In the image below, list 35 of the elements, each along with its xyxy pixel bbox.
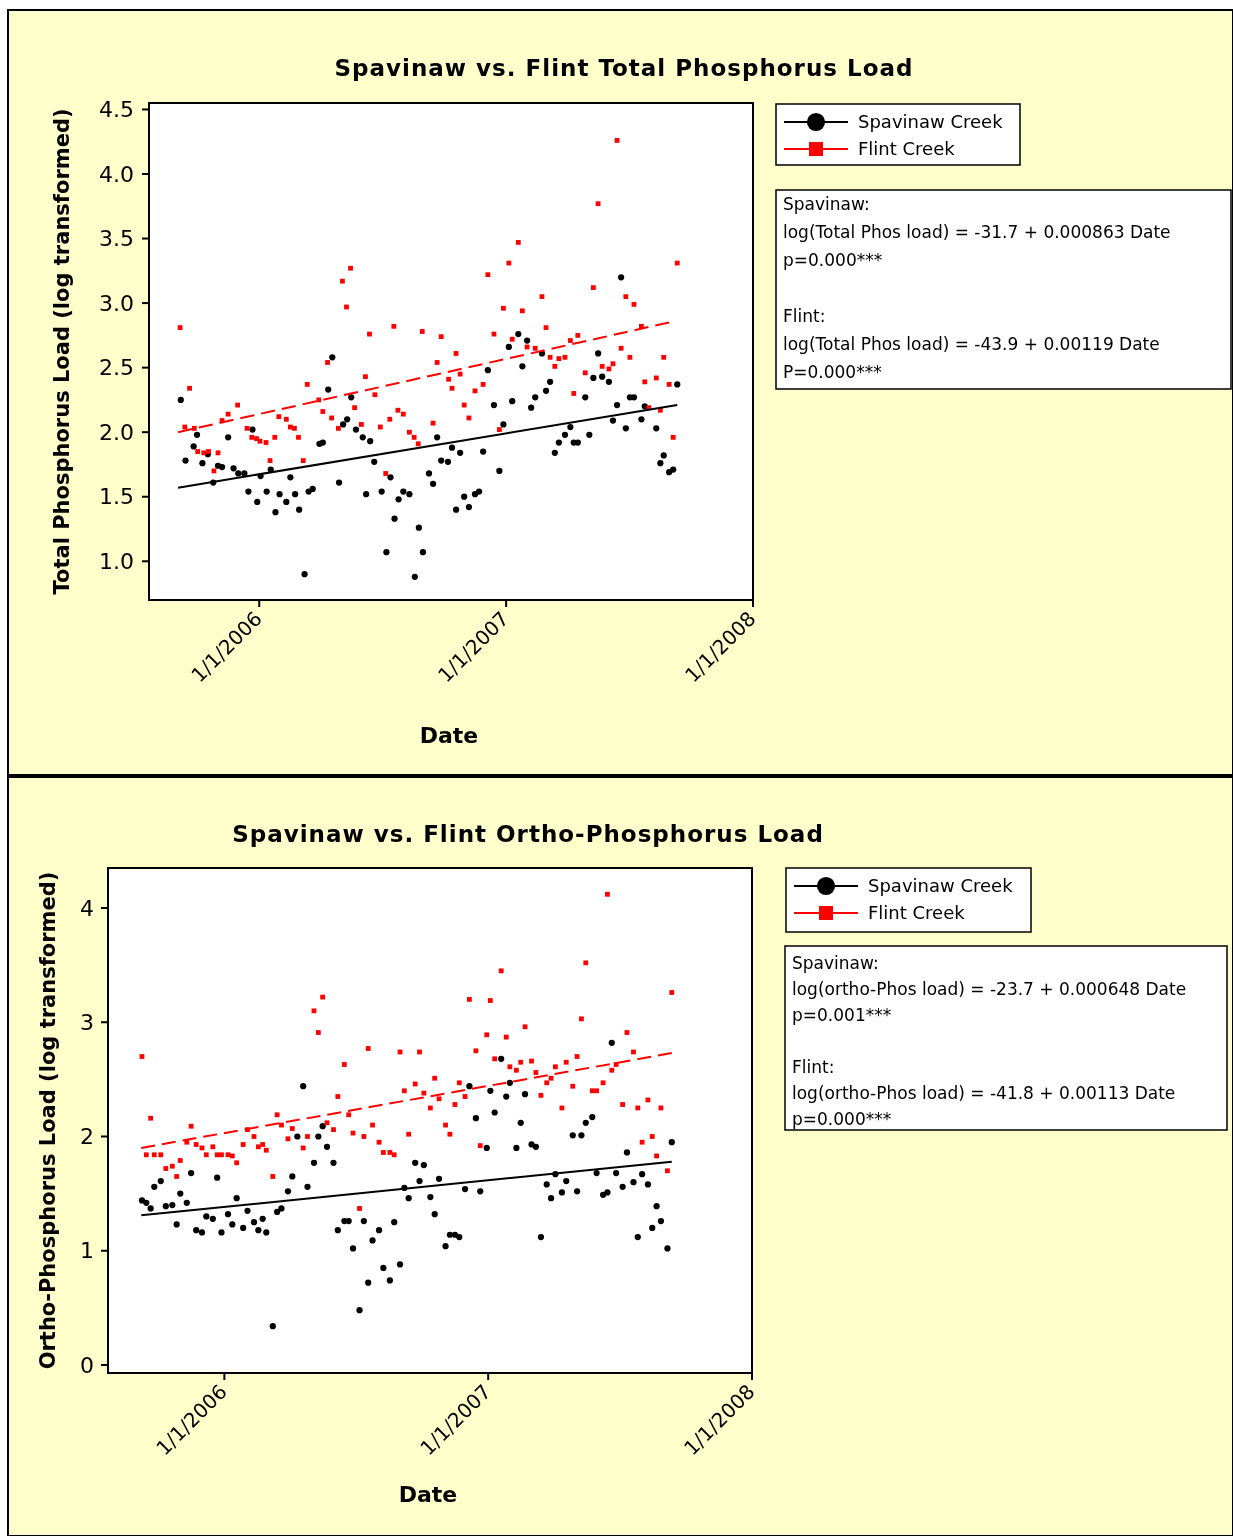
text: log(ortho-Phos load) = -41.8 + 0.00113 Date (792, 1082, 1176, 1103)
legend-label: Spavinaw Creek (868, 875, 1014, 897)
legend-label: Spavinaw Creek (858, 111, 1004, 133)
chart-title: Spavinaw vs. Flint Total Phosphorus Load (334, 55, 914, 81)
chart-title: Spavinaw vs. Flint Ortho-Phosphorus Load (232, 821, 824, 847)
y-tick-label: 1 (80, 1238, 94, 1264)
y-tick-label: 4.5 (99, 97, 134, 123)
y-axis-title: Total Phosphorus Load (log transformed) (50, 108, 75, 595)
y-tick-label: 1.5 (99, 484, 134, 510)
y-tick-label: 2.5 (99, 355, 134, 381)
text: p=0.000*** (792, 1108, 892, 1129)
text: Spavinaw: (783, 193, 870, 214)
text: Flint: (792, 1056, 835, 1077)
y-tick-label: 4.0 (99, 161, 134, 187)
y-tick-label: 3 (80, 1009, 94, 1035)
y-tick-label: 1.0 (99, 548, 134, 574)
text: log(Total Phos load) = -43.9 + 0.00119 Date (783, 333, 1160, 354)
text: log(ortho-Phos load) = -23.7 + 0.000648 Date (792, 978, 1187, 999)
x-axis-title: Date (419, 723, 479, 748)
y-tick-label: 3.5 (99, 226, 134, 252)
y-tick-label: 3.0 (99, 290, 134, 316)
text: p=0.000*** (783, 249, 883, 270)
text: log(Total Phos load) = -31.7 + 0.000863 Date (783, 221, 1171, 242)
y-tick-label: 4 (80, 895, 94, 921)
y-tick-label: 0 (80, 1352, 94, 1378)
y-tick-label: 2.0 (99, 419, 134, 445)
x-axis-title: Date (398, 1482, 458, 1507)
text: Spavinaw: (792, 952, 879, 973)
legend-label: Flint Creek (858, 138, 956, 160)
text: P=0.000*** (783, 361, 882, 382)
y-tick-label: 2 (80, 1124, 94, 1150)
legend-label: Flint Creek (868, 902, 966, 924)
text: p=0.001*** (792, 1004, 892, 1025)
text: Flint: (783, 305, 826, 326)
y-axis-title: Ortho-Phosphorus Load (log transformed) (36, 871, 61, 1370)
